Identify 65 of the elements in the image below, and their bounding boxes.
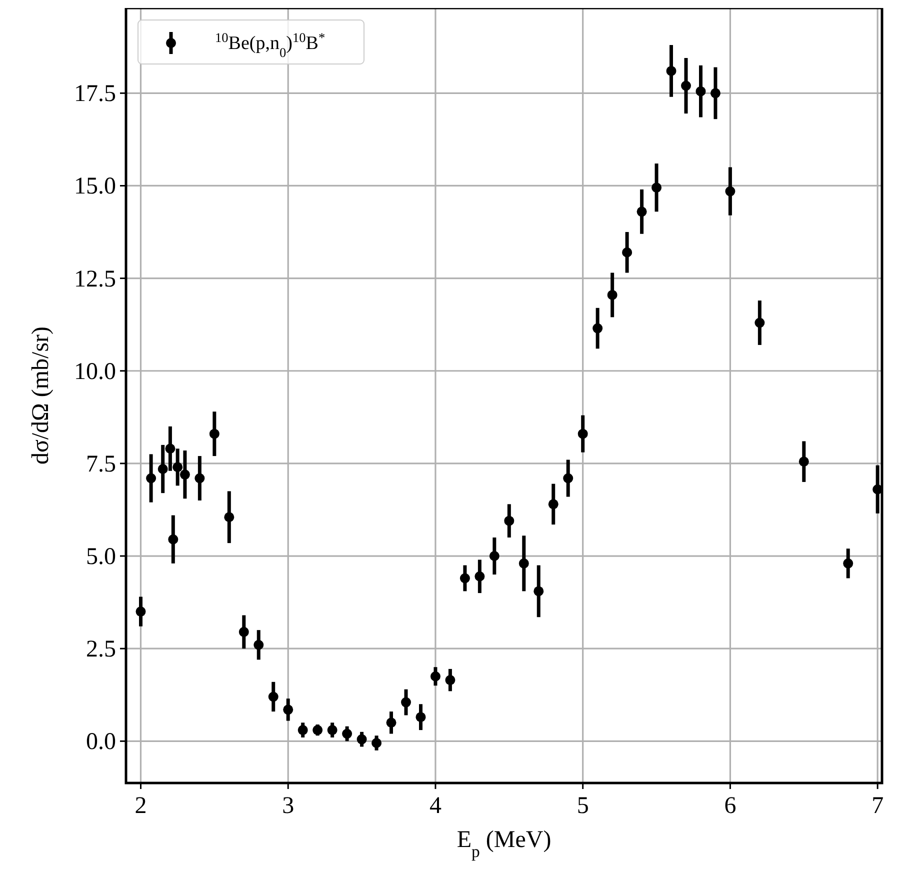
point bbox=[146, 473, 156, 484]
x-tick-label: 7 bbox=[872, 793, 884, 819]
point bbox=[696, 86, 706, 96]
x-tick-label: 3 bbox=[282, 793, 294, 819]
point bbox=[180, 470, 190, 480]
point bbox=[386, 718, 396, 728]
point bbox=[681, 80, 691, 91]
legend-label: $^{10}$Be(p,n$_{0}$)$^{10}$B$^{*}$ bbox=[215, 30, 326, 60]
point bbox=[563, 473, 574, 484]
point bbox=[754, 318, 765, 328]
point bbox=[356, 734, 367, 744]
point bbox=[622, 247, 632, 258]
point bbox=[165, 444, 176, 454]
point bbox=[460, 573, 470, 584]
point bbox=[872, 484, 882, 494]
point bbox=[607, 290, 618, 300]
point bbox=[548, 499, 558, 510]
point bbox=[172, 462, 183, 472]
point bbox=[312, 725, 323, 736]
point bbox=[798, 456, 809, 467]
point bbox=[430, 671, 440, 682]
point bbox=[474, 571, 485, 582]
point bbox=[283, 704, 294, 715]
point bbox=[342, 728, 352, 739]
x-tick-label: 6 bbox=[724, 793, 736, 819]
y-tick-label: 2.5 bbox=[86, 636, 116, 663]
point bbox=[534, 586, 544, 596]
point bbox=[327, 725, 338, 736]
y-axis-title: dσ/dΩ (mb/sr) bbox=[28, 326, 54, 465]
y-tick-label: 7.5 bbox=[86, 451, 116, 478]
point bbox=[652, 182, 662, 193]
y-tick-label: 17.5 bbox=[74, 81, 116, 108]
point bbox=[578, 428, 588, 439]
point bbox=[445, 675, 456, 686]
point bbox=[666, 66, 676, 76]
point bbox=[489, 551, 500, 562]
y-tick-label: 10.0 bbox=[74, 358, 116, 385]
point bbox=[710, 88, 720, 98]
point bbox=[194, 473, 205, 484]
point bbox=[158, 464, 168, 474]
point bbox=[592, 323, 603, 334]
x-tick-label: 5 bbox=[576, 793, 589, 819]
point bbox=[372, 738, 382, 748]
point bbox=[168, 534, 178, 544]
point bbox=[298, 725, 308, 736]
point bbox=[725, 186, 736, 196]
point bbox=[224, 512, 234, 522]
point bbox=[843, 558, 854, 568]
point bbox=[209, 428, 220, 439]
y-tick-label: 12.5 bbox=[74, 266, 116, 292]
point bbox=[504, 516, 514, 526]
point bbox=[254, 640, 264, 650]
x-axis-title: E$_{p}$ (MeV) bbox=[456, 827, 552, 860]
point bbox=[401, 697, 411, 708]
point bbox=[268, 692, 278, 702]
x-tick-label: 2 bbox=[134, 793, 147, 819]
x-tick-label: 4 bbox=[429, 793, 442, 819]
y-tick-label: 15.0 bbox=[74, 174, 116, 200]
y-tick-label: 5.0 bbox=[86, 544, 116, 570]
point bbox=[416, 712, 426, 722]
point bbox=[636, 206, 647, 217]
point bbox=[136, 606, 146, 617]
point bbox=[238, 626, 249, 637]
point bbox=[518, 558, 529, 568]
y-tick-label: 0.0 bbox=[86, 729, 116, 756]
